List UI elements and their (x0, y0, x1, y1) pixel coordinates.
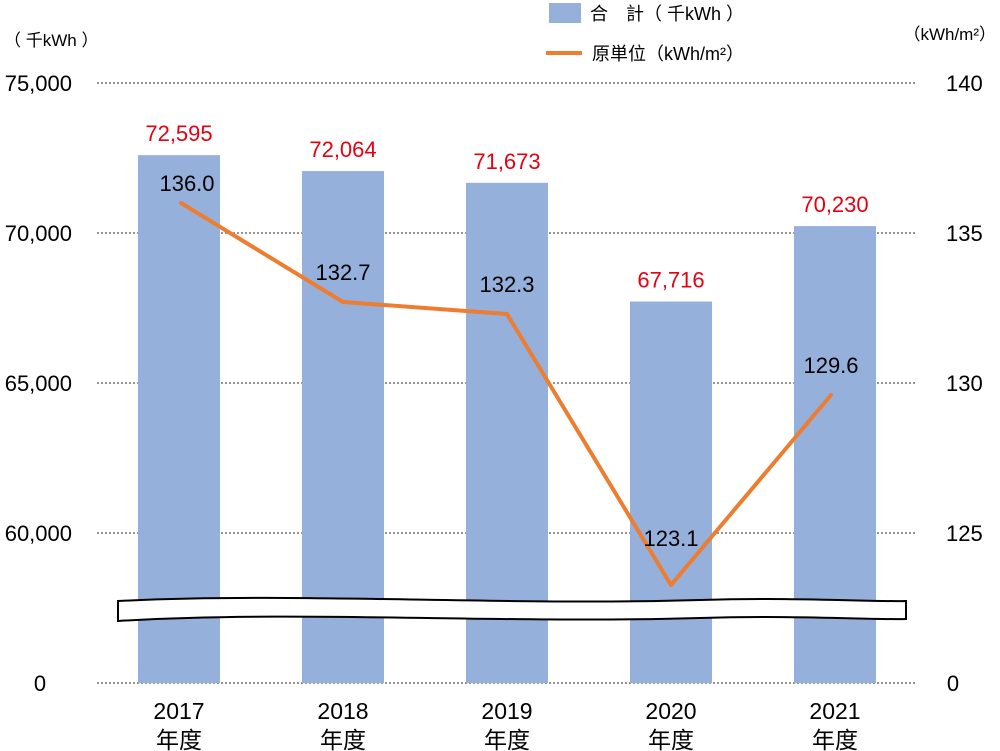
category-label-suffix: 年度 (812, 727, 858, 751)
left-tick-label: 70,000 (5, 221, 72, 246)
category-label-suffix: 年度 (320, 727, 366, 751)
category-label-year: 2017 (153, 698, 204, 724)
legend-line-label: 原単位（kWh/m²） (592, 44, 744, 64)
bar-value-label: 67,716 (637, 268, 704, 293)
right-tick-label: 135 (946, 221, 983, 246)
category-label-suffix: 年度 (648, 727, 694, 751)
category-label-year: 2019 (481, 698, 532, 724)
right-tick-label: 140 (946, 71, 983, 96)
line-value-label: 132.3 (479, 272, 534, 297)
line-series (179, 201, 833, 587)
line-point (669, 583, 673, 587)
line-value-label: 123.1 (643, 526, 698, 551)
line-value-label: 132.7 (315, 260, 370, 285)
line-value-label: 136.0 (159, 171, 214, 196)
left-tick-label: 60,000 (5, 521, 72, 546)
right-zero-label: 0 (947, 671, 959, 696)
category-label-year: 2021 (809, 698, 860, 724)
legend: 合 計（ 千kWh ） 原単位（kWh/m²） (546, 3, 744, 64)
line-point (505, 312, 509, 316)
data-labels: 72,595 72,064 71,673 67,716 70,230 136.0 132.7… (145, 121, 868, 551)
category-label-year: 2020 (645, 698, 696, 724)
axis-break-band (117, 596, 907, 623)
line-point (829, 393, 833, 397)
line-point (179, 201, 183, 205)
right-tick-label: 130 (946, 371, 983, 396)
right-axis-unit: （kWh/m²） (903, 25, 996, 44)
bar-value-label: 70,230 (801, 192, 868, 217)
category-label-year: 2018 (317, 698, 368, 724)
left-zero-label: 0 (34, 671, 46, 696)
line-point (341, 300, 345, 304)
right-tick-label: 125 (946, 521, 983, 546)
category-label-suffix: 年度 (156, 727, 202, 751)
bar-value-label: 72,064 (309, 137, 376, 162)
left-tick-label: 75,000 (5, 71, 72, 96)
bar-value-label: 72,595 (145, 121, 212, 146)
category-label-suffix: 年度 (484, 727, 530, 751)
legend-bar-swatch (549, 3, 581, 23)
axes: 75,000 70,000 65,000 60,000 140 135 130 125 0 0 20… (5, 71, 983, 751)
line-value-label: 129.6 (803, 353, 858, 378)
left-axis-unit: （ 千kWh ） (4, 31, 98, 50)
legend-bar-label: 合 計（ 千kWh ） (590, 4, 744, 24)
bar (138, 155, 220, 683)
bar-value-label: 71,673 (473, 149, 540, 174)
bar (630, 301, 712, 683)
left-tick-label: 65,000 (5, 371, 72, 396)
